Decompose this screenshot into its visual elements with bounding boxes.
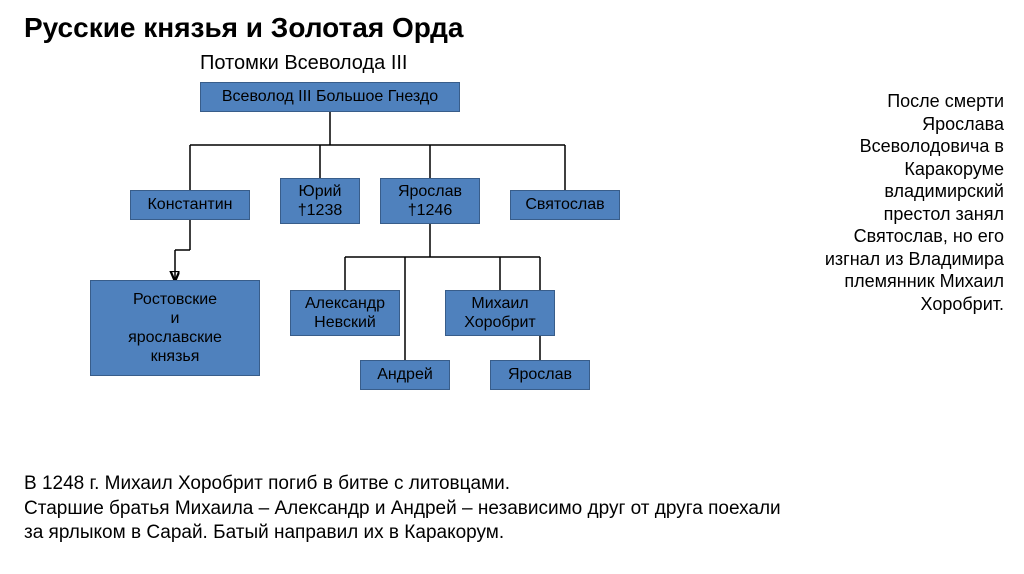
side-paragraph: После смерти Ярослава Всеволодовича в Ка…	[814, 90, 1004, 315]
page-title: Русские князья и Золотая Орда	[24, 12, 463, 44]
node-aleksandr: Александр Невский	[290, 290, 400, 336]
node-yaroslav2: Ярослав	[490, 360, 590, 390]
node-svyatoslav: Святослав	[510, 190, 620, 220]
node-root: Всеволод III Большое Гнездо	[200, 82, 460, 112]
node-andrey: Андрей	[360, 360, 450, 390]
node-konstantin: Константин	[130, 190, 250, 220]
bottom-paragraph: В 1248 г. Михаил Хоробрит погиб в битве …	[24, 472, 804, 546]
subtitle: Потомки Всеволода III	[200, 52, 408, 75]
node-mikhail: Михаил Хоробрит	[445, 290, 555, 336]
node-rostov: Ростовские и ярославские князья	[90, 280, 260, 376]
node-yaroslav: Ярослав †1246	[380, 178, 480, 224]
node-yuri: Юрий †1238	[280, 178, 360, 224]
